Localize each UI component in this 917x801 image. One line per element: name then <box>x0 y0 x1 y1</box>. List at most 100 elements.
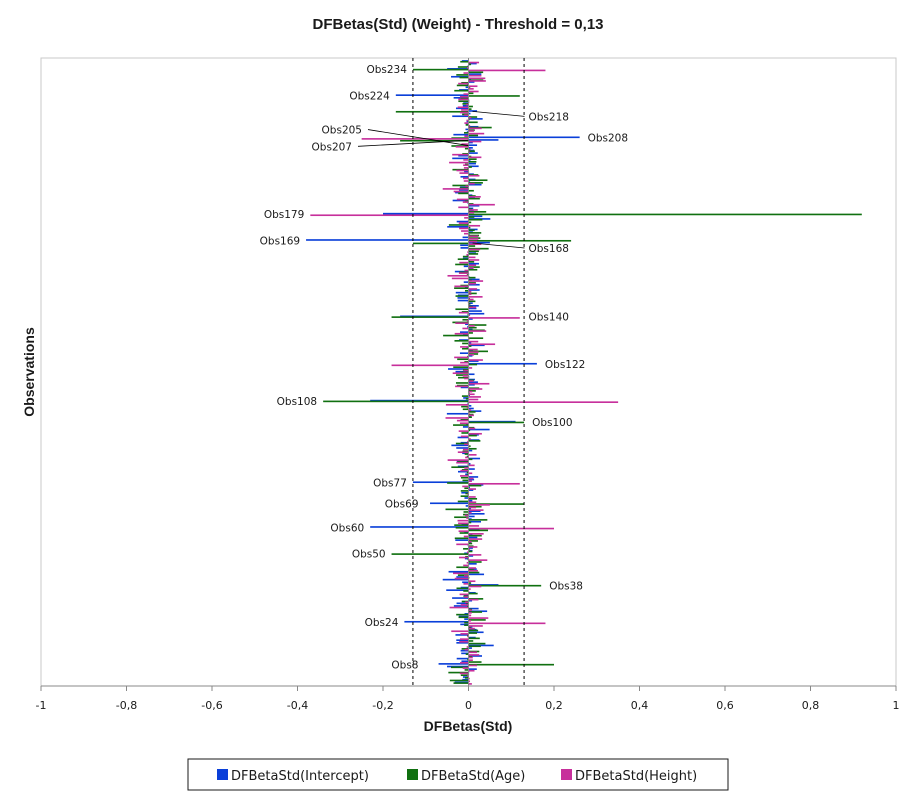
bar-obs39-intercept <box>462 581 469 584</box>
obs-label: Obs38 <box>549 580 583 592</box>
legend-label-height: DFBetaStd(Height) <box>575 769 697 784</box>
bar-obs10-intercept <box>456 657 469 660</box>
bar-obs62-height <box>458 522 469 525</box>
threshold-lines <box>412 58 525 686</box>
bar-obs217-height <box>464 114 469 116</box>
bar-obs140-height <box>468 317 520 319</box>
bar-obs29-intercept <box>468 607 479 610</box>
bar-obs6-intercept <box>468 668 477 670</box>
bar-obs26-height <box>468 617 489 619</box>
bar-obs30-height <box>449 606 469 609</box>
bar-obs125-intercept <box>468 355 473 357</box>
obs-label: Obs234 <box>366 64 407 76</box>
bar-obs201-intercept <box>458 154 469 157</box>
bar-obs234-age <box>412 68 469 71</box>
bar-obs96-age <box>461 432 469 434</box>
bar-obs77-height <box>468 482 520 485</box>
bar-obs93-height <box>467 440 469 443</box>
bar-obs96-height <box>468 432 482 435</box>
bar-obs179-intercept <box>383 212 469 215</box>
bar-obs179-height <box>310 214 469 217</box>
obs-label: Obs218 <box>529 111 569 123</box>
bar-obs148-age <box>455 295 469 297</box>
bar-obs208-height <box>361 138 469 140</box>
bar-obs139-intercept <box>468 318 473 320</box>
bar-obs153-height <box>468 282 477 285</box>
bar-obs31-intercept <box>456 602 469 605</box>
bar-obs198-height <box>463 164 469 167</box>
bar-obs175-age <box>448 224 469 226</box>
bar-obs168-age <box>412 242 469 245</box>
bar-obs15-age <box>468 645 481 648</box>
bar-obs197-intercept <box>468 165 479 168</box>
bar-obs147-height <box>468 298 474 301</box>
bar-obs148-height <box>468 296 483 298</box>
bar-obs131-height <box>468 340 479 343</box>
bar-obs218-age <box>395 110 469 113</box>
bar-obs169-intercept <box>306 239 469 241</box>
x-tick-label: -1 <box>36 699 47 712</box>
bar-obs38-height <box>468 585 482 588</box>
bar-obs100-height <box>459 422 469 425</box>
bar-obs82-height <box>460 469 469 472</box>
bar-obs235-height <box>466 66 469 69</box>
bar-obs115-intercept <box>468 381 478 383</box>
bar-obs5-height <box>459 672 469 675</box>
bar-obs118-intercept <box>468 373 475 376</box>
bar-obs121-height <box>468 367 473 369</box>
bar-obs63-height <box>457 519 469 522</box>
bars-layer <box>306 60 862 685</box>
bar-obs30-intercept <box>453 605 469 607</box>
bar-obs178-height <box>464 217 469 219</box>
bar-obs110-age <box>461 395 469 397</box>
bar-obs54-height <box>456 543 469 546</box>
bar-obs84-intercept <box>468 462 471 465</box>
bar-obs139-height <box>466 319 469 322</box>
bar-obs67-age <box>445 508 469 511</box>
bar-obs158-height <box>464 269 469 272</box>
x-tick-label: -0,6 <box>201 699 222 712</box>
bar-obs210-height <box>468 132 485 135</box>
bar-obs18-age <box>468 637 480 640</box>
bar-obs212-height <box>468 127 482 130</box>
obs-label: Obs122 <box>545 359 585 371</box>
bar-obs117-height <box>464 377 469 380</box>
bar-obs198-intercept <box>468 162 476 165</box>
bar-obs111-height <box>468 393 475 396</box>
bar-obs46-intercept <box>468 563 477 565</box>
bar-obs9-intercept <box>461 660 469 663</box>
obs-label: Obs77 <box>373 478 407 490</box>
bar-obs47-age <box>468 561 482 563</box>
bar-obs89-intercept <box>468 449 473 452</box>
obs-label: Obs207 <box>312 141 352 153</box>
obs-label: Obs24 <box>365 617 399 629</box>
obs-label: Obs69 <box>385 499 419 511</box>
bar-obs195-height <box>459 172 469 174</box>
bar-obs149-intercept <box>455 291 469 294</box>
bar-obs13-intercept <box>460 649 469 652</box>
bar-obs21-height <box>451 630 469 633</box>
bar-obs68-height <box>468 506 477 509</box>
bar-obs114-intercept <box>468 383 475 386</box>
bar-obs120-height <box>463 369 469 372</box>
bar-obs38-age <box>468 584 542 587</box>
bar-obs25-intercept <box>464 618 469 620</box>
bar-obs47-height <box>466 561 469 564</box>
bar-obs133-age <box>443 334 469 337</box>
bar-obs89-height <box>457 451 469 454</box>
bar-obs95-age <box>468 434 477 437</box>
bar-obs122-age <box>468 363 478 366</box>
bar-obs41-height <box>454 577 469 580</box>
bar-obs88-age <box>464 453 469 455</box>
bar-obs233-age <box>468 71 484 74</box>
x-tick-label: 0,8 <box>802 699 820 712</box>
bar-obs24-intercept <box>404 620 469 623</box>
bar-obs107-height <box>445 403 469 406</box>
bar-obs142-intercept <box>468 310 482 312</box>
bar-obs5-age <box>448 671 469 674</box>
bar-obs58-height <box>468 533 484 535</box>
bar-obs23-height <box>468 625 483 627</box>
x-tick-label: 0,6 <box>716 699 734 712</box>
bar-obs237-age <box>460 60 469 63</box>
